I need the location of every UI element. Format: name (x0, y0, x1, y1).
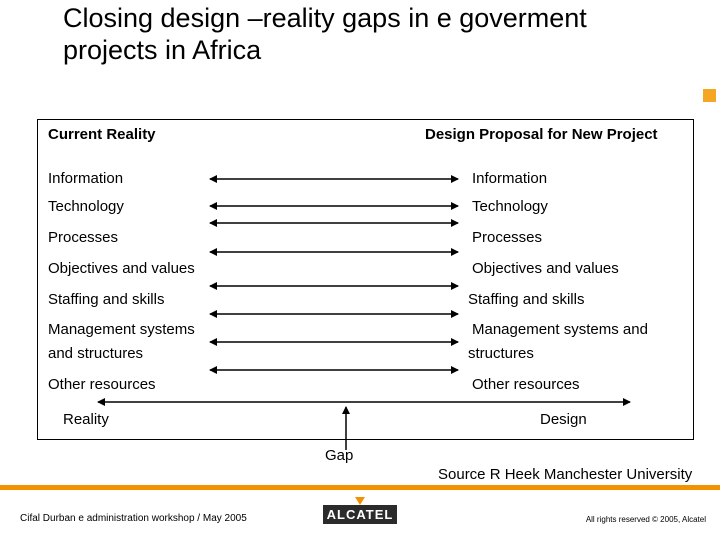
footer-workshop-text: Cifal Durban e administration workshop /… (20, 513, 247, 524)
left-label-technology: Technology (48, 198, 124, 215)
footer-copyright: All rights reserved © 2005, Alcatel (585, 515, 706, 524)
gap-label: Gap (325, 447, 354, 464)
left-label-staffing: Staffing and skills (48, 291, 165, 308)
slide-title: Closing design –reality gaps in e goverm… (63, 3, 587, 65)
left-label-management-line2: and structures (48, 345, 144, 362)
left-label-other-resources: Other resources (48, 376, 156, 393)
right-label-objectives: Objectives and values (472, 260, 619, 277)
alcatel-logo: ALCATEL (323, 505, 397, 524)
left-label-objectives: Objectives and values (48, 260, 195, 277)
right-label-management-line1: Management systems and (472, 321, 648, 338)
header-current-reality: Current Reality (48, 126, 156, 143)
source-citation: Source R Heek Manchester University (438, 466, 693, 483)
header-design-proposal: Design Proposal for New Project (425, 126, 658, 143)
left-label-management-line1: Management systems (48, 321, 195, 338)
accent-square (703, 89, 716, 102)
right-label-technology: Technology (472, 198, 548, 215)
reality-label: Reality (63, 411, 109, 428)
right-label-information: Information (472, 170, 548, 187)
footer-orange-bar (0, 485, 720, 490)
right-label-staffing: Staffing and skills (468, 291, 585, 308)
right-label-management-line2: structures (468, 345, 534, 362)
left-label-processes: Processes (48, 229, 119, 246)
gap-diagram-box (37, 119, 694, 440)
design-label: Design (540, 411, 587, 428)
right-label-other-resources: Other resources (472, 376, 580, 393)
right-label-processes: Processes (472, 229, 543, 246)
logo-triangle-icon (355, 497, 365, 505)
left-label-information: Information (48, 170, 124, 187)
